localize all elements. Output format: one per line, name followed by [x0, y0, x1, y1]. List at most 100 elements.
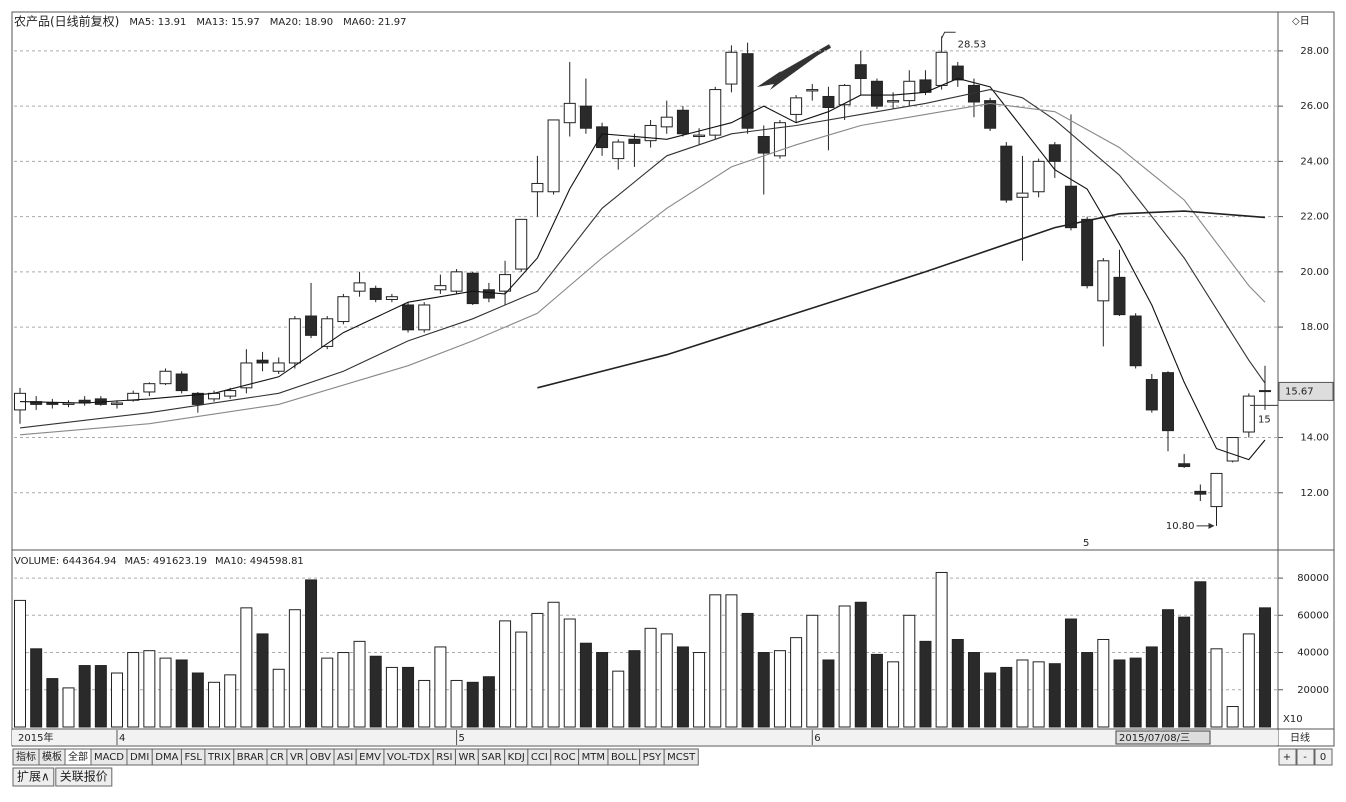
candle-body — [434, 285, 447, 291]
volume-bar — [434, 646, 447, 728]
candle-body — [693, 134, 706, 138]
candle-body — [288, 318, 301, 364]
tab[interactable] — [663, 748, 699, 766]
tab-label[interactable]: DMA — [155, 752, 178, 763]
volume-bar — [887, 661, 900, 728]
tab-label[interactable]: CR — [270, 752, 284, 763]
candle-body — [256, 359, 269, 364]
tab-label[interactable]: MCST — [667, 752, 696, 763]
volume-bar — [693, 652, 706, 728]
tab-label[interactable]: MTM — [582, 752, 605, 763]
legend-entry: MA13: 15.97 — [196, 17, 259, 28]
volume-bar — [321, 657, 334, 728]
volume-bar — [628, 650, 641, 728]
volume-bar — [725, 594, 738, 728]
volume-bar — [14, 599, 26, 728]
tab-label[interactable]: WR — [458, 752, 475, 763]
tab-label[interactable]: 全部 — [68, 750, 88, 763]
tab-label[interactable]: BRAR — [237, 752, 264, 763]
candle-body — [402, 304, 415, 331]
volume-bar — [337, 652, 350, 728]
volume-bar — [676, 646, 689, 728]
candle-body — [1048, 144, 1061, 162]
ma-line — [19, 89, 1266, 429]
tab-label[interactable]: SAR — [481, 752, 501, 763]
button[interactable] — [1296, 748, 1315, 766]
candle-body — [628, 138, 641, 144]
button-label[interactable]: - — [1303, 752, 1307, 763]
tab-label[interactable]: 指标 — [16, 750, 36, 763]
volume-bar — [1259, 607, 1271, 728]
volume-bar — [854, 601, 867, 728]
candle-body — [353, 282, 366, 292]
volume-bar — [1032, 661, 1045, 728]
tab-label[interactable]: PSY — [643, 752, 662, 763]
candle-body — [111, 402, 124, 405]
volume-bar — [62, 687, 75, 728]
candle-body — [499, 274, 512, 292]
volume-bar — [1064, 618, 1077, 728]
tab-label[interactable]: CCI — [531, 752, 548, 763]
candle-body — [1081, 218, 1094, 287]
volume-bar — [935, 571, 948, 728]
volume-bar — [984, 672, 997, 728]
volume-bar — [1113, 659, 1126, 728]
candle-body — [1178, 463, 1191, 468]
button-label[interactable]: + — [1283, 752, 1291, 763]
candle-body — [709, 89, 722, 136]
candle-body — [418, 304, 431, 331]
tab-label[interactable]: 模板 — [42, 750, 62, 763]
volume-bar — [369, 655, 382, 728]
footer-tab[interactable] — [55, 767, 113, 787]
tab-label[interactable]: RSI — [436, 752, 452, 763]
volume-bar — [94, 665, 107, 728]
footer-tab[interactable] — [12, 767, 55, 787]
candle-body — [790, 97, 803, 115]
tab-label[interactable]: FSL — [184, 752, 202, 763]
tab-label[interactable]: DMI — [130, 752, 149, 763]
low-pointer — [1208, 522, 1215, 529]
tab-label[interactable]: BOLL — [611, 752, 637, 763]
volume-bar — [644, 627, 657, 728]
tab-label[interactable]: MACD — [94, 752, 124, 763]
period[interactable]: 日线 — [1290, 731, 1310, 744]
volume-bar — [790, 637, 803, 728]
footer-label[interactable]: 关联报价 — [60, 769, 108, 784]
volume-bar — [353, 640, 366, 728]
volume-bar — [1145, 646, 1158, 728]
icon[interactable]: ◇日 — [1292, 16, 1310, 27]
candle-body — [1016, 192, 1029, 198]
tab-label[interactable]: VOL-TDX — [387, 752, 430, 763]
volume-bar — [1210, 648, 1223, 728]
tab-label[interactable]: EMV — [359, 752, 381, 763]
candle-body — [596, 126, 609, 149]
tab-label[interactable]: TRIX — [207, 752, 231, 763]
footer-label[interactable]: 扩展∧ — [17, 770, 50, 784]
tab-label[interactable]: ROC — [554, 752, 576, 763]
volume-bar — [111, 672, 124, 728]
tab-label[interactable]: KDJ — [508, 752, 525, 763]
tab-label[interactable]: OBV — [310, 752, 331, 763]
volume-bar — [191, 672, 204, 728]
volume-bar — [1000, 666, 1013, 728]
candle-body — [1161, 372, 1174, 432]
x-tick-label: 6 — [814, 733, 820, 744]
volume-bar — [1129, 657, 1142, 728]
y-tick-label: 24.00 — [1300, 156, 1329, 167]
unit-label: X10 — [1283, 714, 1303, 725]
tab-label[interactable]: VR — [290, 752, 304, 763]
button[interactable] — [1314, 748, 1333, 766]
candle-body — [515, 218, 528, 270]
button[interactable] — [1278, 748, 1297, 766]
candle-body — [887, 100, 900, 103]
volume-bar — [1016, 659, 1029, 728]
y-tick-label: 14.00 — [1300, 433, 1329, 444]
volume-bar — [579, 642, 592, 728]
candle-body — [1032, 160, 1045, 193]
volume-bar — [967, 652, 980, 728]
tab-label[interactable]: ASI — [337, 752, 353, 763]
button-label[interactable]: 0 — [1320, 752, 1326, 763]
candle-body — [337, 296, 350, 323]
date-label: 2015/07/08/三 — [1119, 733, 1190, 744]
